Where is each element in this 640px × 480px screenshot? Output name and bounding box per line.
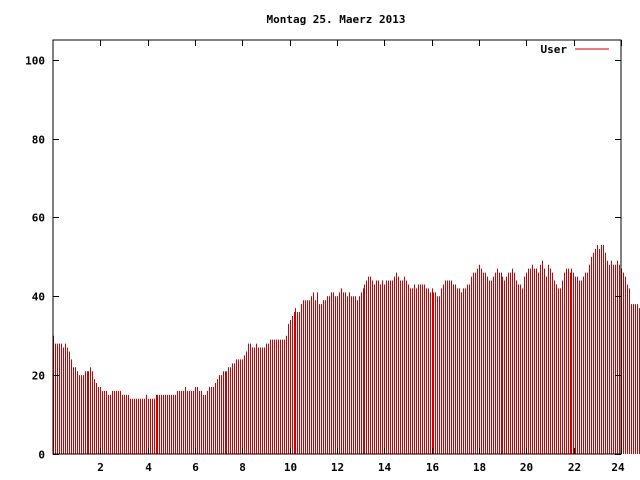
x-tick-label: 2	[97, 461, 104, 474]
x-tick-label: 18	[473, 461, 486, 474]
x-tick-label: 14	[378, 461, 392, 474]
y-tick-label: 20	[32, 370, 45, 383]
y-tick-label: 100	[25, 55, 45, 68]
y-tick-label: 80	[32, 134, 45, 147]
y-axis: 0 20 40 60 80 100	[25, 55, 621, 462]
legend-label-user: User	[541, 43, 568, 56]
legend: User	[541, 43, 609, 56]
x-tick-label: 22	[568, 461, 581, 474]
y-tick-label: 40	[32, 291, 45, 304]
chart-title: Montag 25. Maerz 2013	[266, 13, 405, 26]
x-tick-label: 20	[520, 461, 533, 474]
x-tick-label: 6	[192, 461, 199, 474]
bar-series-user	[53, 245, 640, 454]
x-axis: 2 4 6 8 10 12 14 16 18 20 22 24	[97, 40, 625, 474]
x-tick-label: 16	[426, 461, 440, 474]
x-tick-label: 24	[611, 461, 625, 474]
x-tick-label: 12	[331, 461, 344, 474]
y-tick-label: 0	[38, 449, 45, 462]
x-tick-label: 10	[284, 461, 297, 474]
y-tick-label: 60	[32, 212, 45, 225]
x-tick-label: 8	[239, 461, 246, 474]
x-tick-label: 4	[145, 461, 152, 474]
